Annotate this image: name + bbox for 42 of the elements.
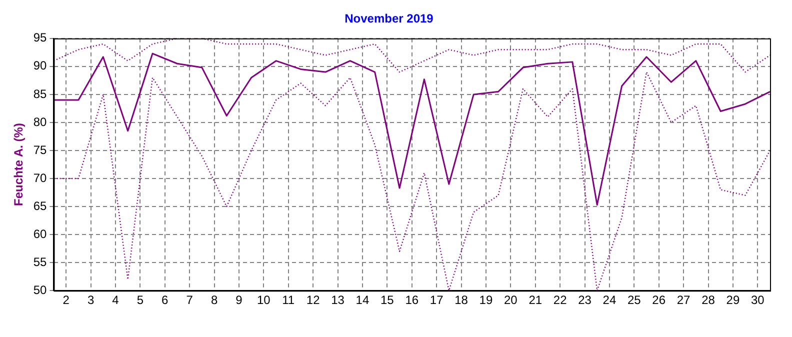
x-tick-label: 12: [306, 293, 320, 308]
x-tick-label: 15: [380, 293, 394, 308]
x-tick-label: 20: [504, 293, 518, 308]
x-tick-label: 5: [136, 293, 144, 308]
y-tick-label: 75: [33, 142, 48, 157]
x-tick-label: 21: [528, 293, 542, 308]
x-tick-label: 2: [62, 293, 70, 308]
x-tick-label: 13: [331, 293, 345, 308]
x-tick-label: 18: [454, 293, 468, 308]
x-tick-label: 29: [726, 293, 740, 308]
y-tick-label: 65: [33, 198, 48, 213]
x-tick-label: 19: [479, 293, 493, 308]
x-tick-label: 7: [186, 293, 194, 308]
y-tick-label: 95: [33, 30, 48, 45]
x-tick-label: 14: [356, 293, 370, 308]
y-tick-label: 60: [33, 226, 48, 241]
y-tick-label: 50: [33, 282, 48, 297]
y-tick-label: 90: [33, 58, 48, 73]
y-axis-title: Feuchte A. (%): [12, 123, 26, 206]
x-tick-label: 30: [750, 293, 765, 308]
x-tick-label: 23: [578, 293, 592, 308]
x-tick-label: 27: [676, 293, 691, 308]
x-tick-label: 24: [602, 293, 616, 308]
x-tick-label: 22: [553, 293, 568, 308]
x-tick-label: 4: [112, 293, 120, 308]
x-tick-label: 9: [236, 293, 243, 308]
x-tick-label: 28: [702, 293, 716, 308]
x-tick-label: 17: [430, 293, 444, 308]
y-tick-label: 80: [33, 114, 48, 129]
x-tick-label: 11: [282, 293, 295, 308]
y-tick-label: 85: [33, 86, 48, 101]
x-tick-label: 10: [257, 293, 271, 308]
x-tick-label: 3: [87, 293, 94, 308]
x-tick-label: 25: [627, 293, 642, 308]
x-tick-label: 16: [405, 293, 419, 308]
x-tick-label: 26: [652, 293, 666, 308]
x-tick-label: 6: [162, 293, 169, 308]
y-tick-label: 55: [33, 254, 48, 269]
line-series: [54, 38, 770, 73]
x-tick-label: 8: [210, 293, 218, 308]
y-tick-label: 70: [33, 170, 48, 185]
chart-title: November 2019: [344, 12, 434, 26]
